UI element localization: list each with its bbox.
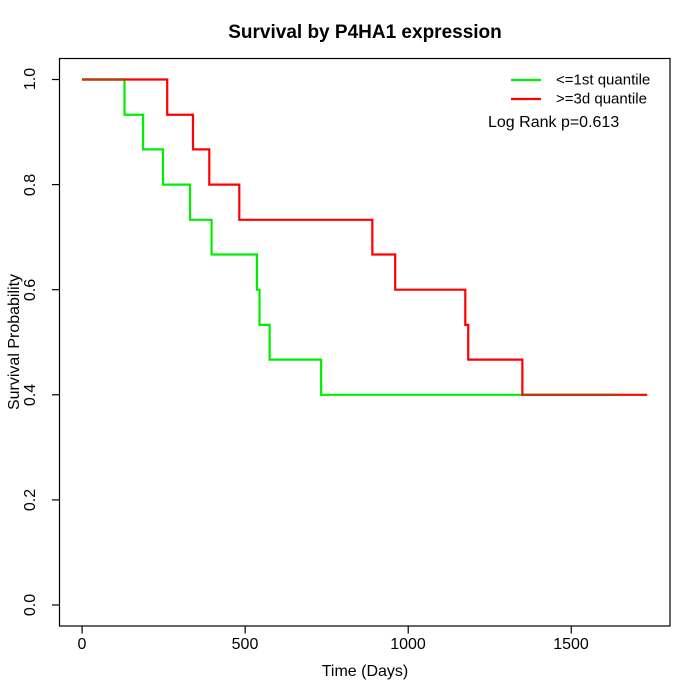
x-tick-label-1000: 1000 [390, 636, 426, 653]
chart-title: Survival by P4HA1 expression [228, 22, 502, 43]
legend-label-3d-quantile: >=3d quantile [556, 90, 647, 108]
x-tick-label-1500: 1500 [553, 636, 589, 653]
x-tick-label-0: 0 [77, 636, 87, 653]
legend-label-1st-quantile: <=1st quantile [556, 71, 651, 89]
y-tick-label-1.0: 1.0 [22, 67, 39, 91]
y-axis-label: Survival Probability [6, 273, 23, 411]
y-tick-label-0.0: 0.0 [22, 593, 39, 617]
y-tick-label-0.6: 0.6 [22, 278, 39, 302]
y-tick-label-0.8: 0.8 [22, 173, 39, 197]
x-tick-label-500: 500 [231, 636, 259, 653]
x-axis-label: Time (Days) [321, 663, 409, 680]
plot-border [58, 57, 671, 627]
y-tick-label-0.2: 0.2 [22, 488, 39, 512]
survival-curve-3d-quantile [82, 78, 648, 396]
log-rank-p-value: Log Rank p=0.613 [488, 114, 620, 131]
survival-curve-1st-quantile [82, 78, 619, 396]
y-tick-label-0.4: 0.4 [22, 383, 39, 407]
